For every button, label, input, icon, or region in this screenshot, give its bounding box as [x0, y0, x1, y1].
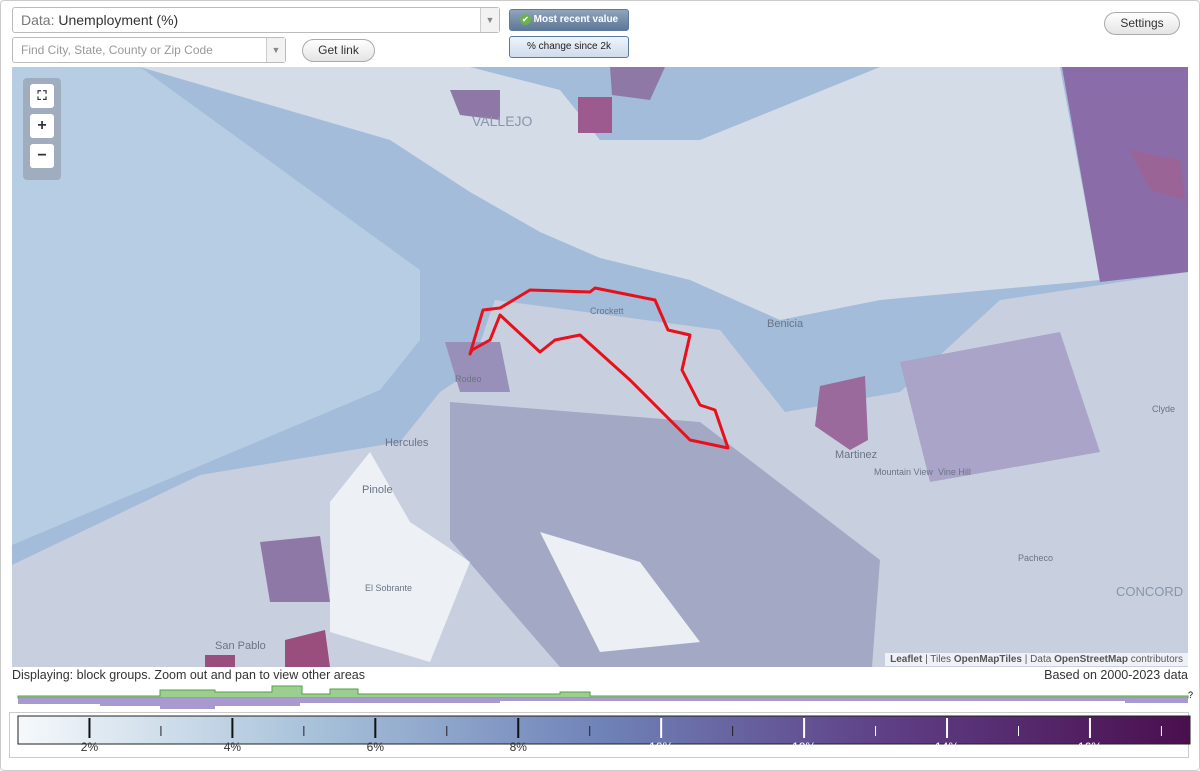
- water-region: [12, 67, 420, 545]
- mode-button-active[interactable]: ✔ Most recent value: [509, 9, 629, 31]
- place-label: CONCORD: [1116, 584, 1183, 599]
- attribution-text: contributors: [1127, 654, 1183, 665]
- land-region: [450, 90, 500, 120]
- land-region: [450, 402, 880, 667]
- attribution-link[interactable]: OpenStreetMap: [1054, 654, 1128, 665]
- land-region: [900, 332, 1100, 482]
- attribution-text: | Tiles: [922, 654, 954, 665]
- land-region: [1062, 67, 1188, 282]
- search-placeholder: Find City, State, County or Zip Code: [21, 43, 213, 57]
- attribution-link[interactable]: Leaflet: [890, 654, 923, 665]
- place-label: Clyde: [1152, 404, 1175, 414]
- legend-tick-label: 16%: [1078, 740, 1102, 754]
- zoom-out-button[interactable]: −: [30, 144, 54, 168]
- map[interactable]: VALLEJO Crockett Benicia Rodeo Hercules …: [12, 67, 1188, 667]
- histogram-shape: [18, 698, 1188, 709]
- place-label: Pinole: [362, 484, 393, 496]
- place-label: Vine Hill: [938, 467, 971, 477]
- legend: 2% 4% 6% 8% 10% 12% 14% 16%: [17, 715, 1191, 754]
- land-region: [578, 97, 612, 133]
- selected-area-outline: [468, 286, 730, 450]
- land-region: [445, 342, 510, 392]
- place-label: Crockett: [590, 306, 624, 316]
- legend-tick-label: 2%: [81, 740, 99, 754]
- mode-label: Most recent value: [533, 14, 619, 25]
- attribution: Leaflet | Tiles OpenMapTiles | Data Open…: [885, 653, 1188, 666]
- land-region: [205, 655, 235, 667]
- attribution-text: | Data: [1022, 654, 1055, 665]
- settings-button[interactable]: Settings: [1104, 12, 1180, 35]
- zoom-in-button[interactable]: +: [30, 114, 54, 138]
- fullscreen-button[interactable]: ⛶: [30, 84, 54, 108]
- help-icon[interactable]: ?: [1188, 690, 1193, 700]
- legend-tick-label: 8%: [510, 740, 528, 754]
- get-link-button[interactable]: Get link: [302, 39, 375, 62]
- data-value: Unemployment (%): [58, 12, 179, 28]
- place-label: Rodeo: [455, 374, 482, 384]
- data-select[interactable]: Data: Unemployment (%) ▼: [12, 7, 500, 33]
- land-region: [610, 67, 665, 100]
- data-range-note: Based on 2000-2023 data: [1044, 668, 1188, 682]
- place-label: Hercules: [385, 437, 429, 449]
- dropdown-arrow: ▼: [480, 8, 499, 32]
- color-scale: [17, 715, 1191, 745]
- attribution-link[interactable]: OpenMapTiles: [953, 654, 1022, 665]
- dropdown-arrow: ▼: [266, 38, 285, 62]
- place-label: Benicia: [767, 318, 804, 330]
- place-label: Martinez: [835, 449, 877, 461]
- search-box[interactable]: Find City, State, County or Zip Code ▼: [12, 37, 286, 63]
- place-label: El Sobrante: [365, 583, 412, 593]
- place-label: Mountain View: [874, 467, 933, 477]
- land-region: [260, 536, 330, 602]
- zoom-control: ⛶ + −: [23, 78, 61, 180]
- land-region: [285, 630, 330, 667]
- histogram: ?: [17, 685, 1193, 709]
- land-region: [1130, 150, 1185, 200]
- place-label: Pacheco: [1018, 553, 1053, 563]
- place-label: San Pablo: [215, 640, 266, 652]
- legend-tick-label: 14%: [935, 740, 959, 754]
- land-region: [815, 376, 868, 450]
- legend-tick-label: 4%: [224, 740, 242, 754]
- legend-tick-label: 6%: [367, 740, 385, 754]
- displaying-note: Displaying: block groups. Zoom out and p…: [12, 668, 365, 682]
- land-region: [140, 67, 1100, 320]
- data-label: Data:: [21, 12, 55, 28]
- legend-tick-label: 10%: [649, 740, 673, 754]
- mode-button[interactable]: % change since 2k: [509, 36, 629, 58]
- legend-tick-label: 12%: [792, 740, 816, 754]
- land-region: [330, 452, 470, 662]
- histogram-shape: [17, 685, 1189, 699]
- land-region: [540, 532, 700, 652]
- place-label: VALLEJO: [472, 113, 533, 129]
